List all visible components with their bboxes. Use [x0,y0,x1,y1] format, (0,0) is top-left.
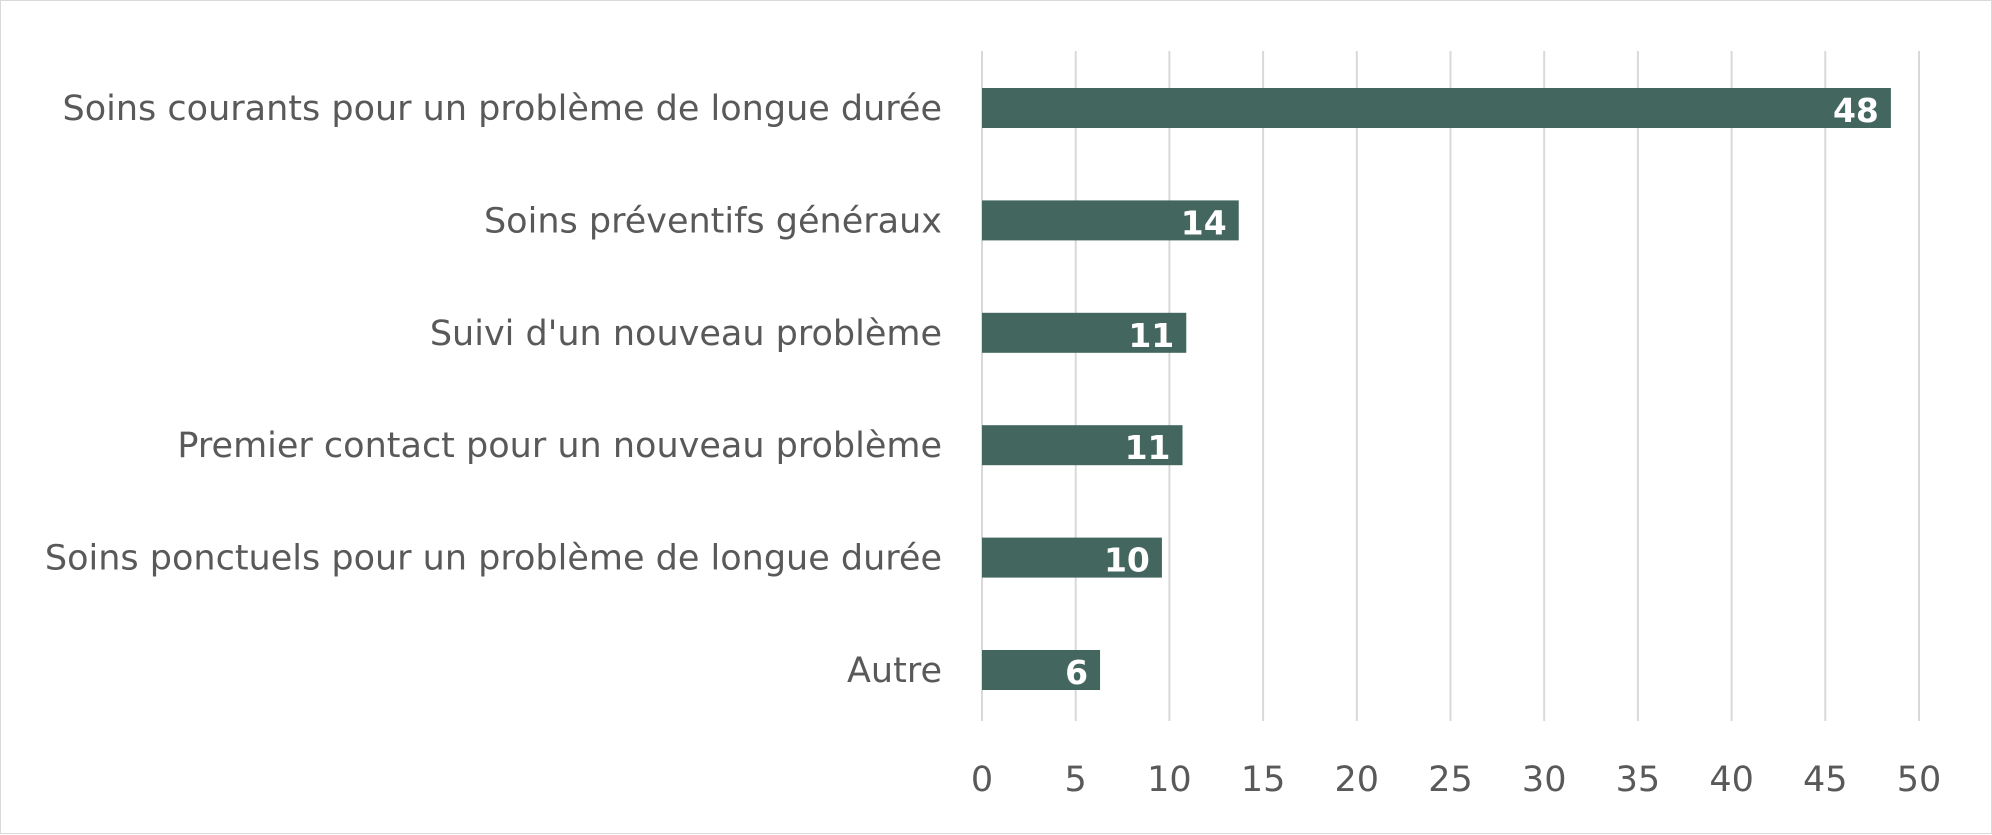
bar [982,425,1183,466]
x-tick-label: 15 [1241,760,1286,800]
x-tick-label: 50 [1897,760,1942,800]
x-tick-label: 45 [1803,760,1848,800]
data-label: 48 [1833,91,1879,130]
data-label: 11 [1125,428,1171,467]
x-tick-label: 40 [1709,760,1754,800]
bar [982,200,1239,241]
category-label: Soins courants pour un problème de longu… [63,89,942,129]
bar [982,88,1891,128]
category-label: Soins ponctuels pour un problème de long… [45,539,942,579]
data-label: 6 [1065,653,1088,692]
data-label: 10 [1104,541,1150,580]
bar [982,650,1101,690]
category-label: Suivi d'un nouveau problème [430,314,942,354]
x-tick-label: 25 [1428,760,1473,800]
x-tick-label: 35 [1616,760,1661,800]
x-tick-label: 30 [1522,760,1567,800]
x-tick-label: 20 [1335,760,1380,800]
data-label: 14 [1181,203,1227,242]
x-tick-label: 5 [1065,760,1087,800]
x-tick-label: 0 [971,760,993,800]
category-label: Autre [847,651,942,691]
data-label: 11 [1128,316,1174,355]
category-label: Premier contact pour un nouveau problème [177,426,942,466]
bar [982,537,1162,578]
x-tick-label: 10 [1147,760,1192,800]
bar [982,312,1187,353]
category-label: Soins préventifs généraux [484,201,942,241]
